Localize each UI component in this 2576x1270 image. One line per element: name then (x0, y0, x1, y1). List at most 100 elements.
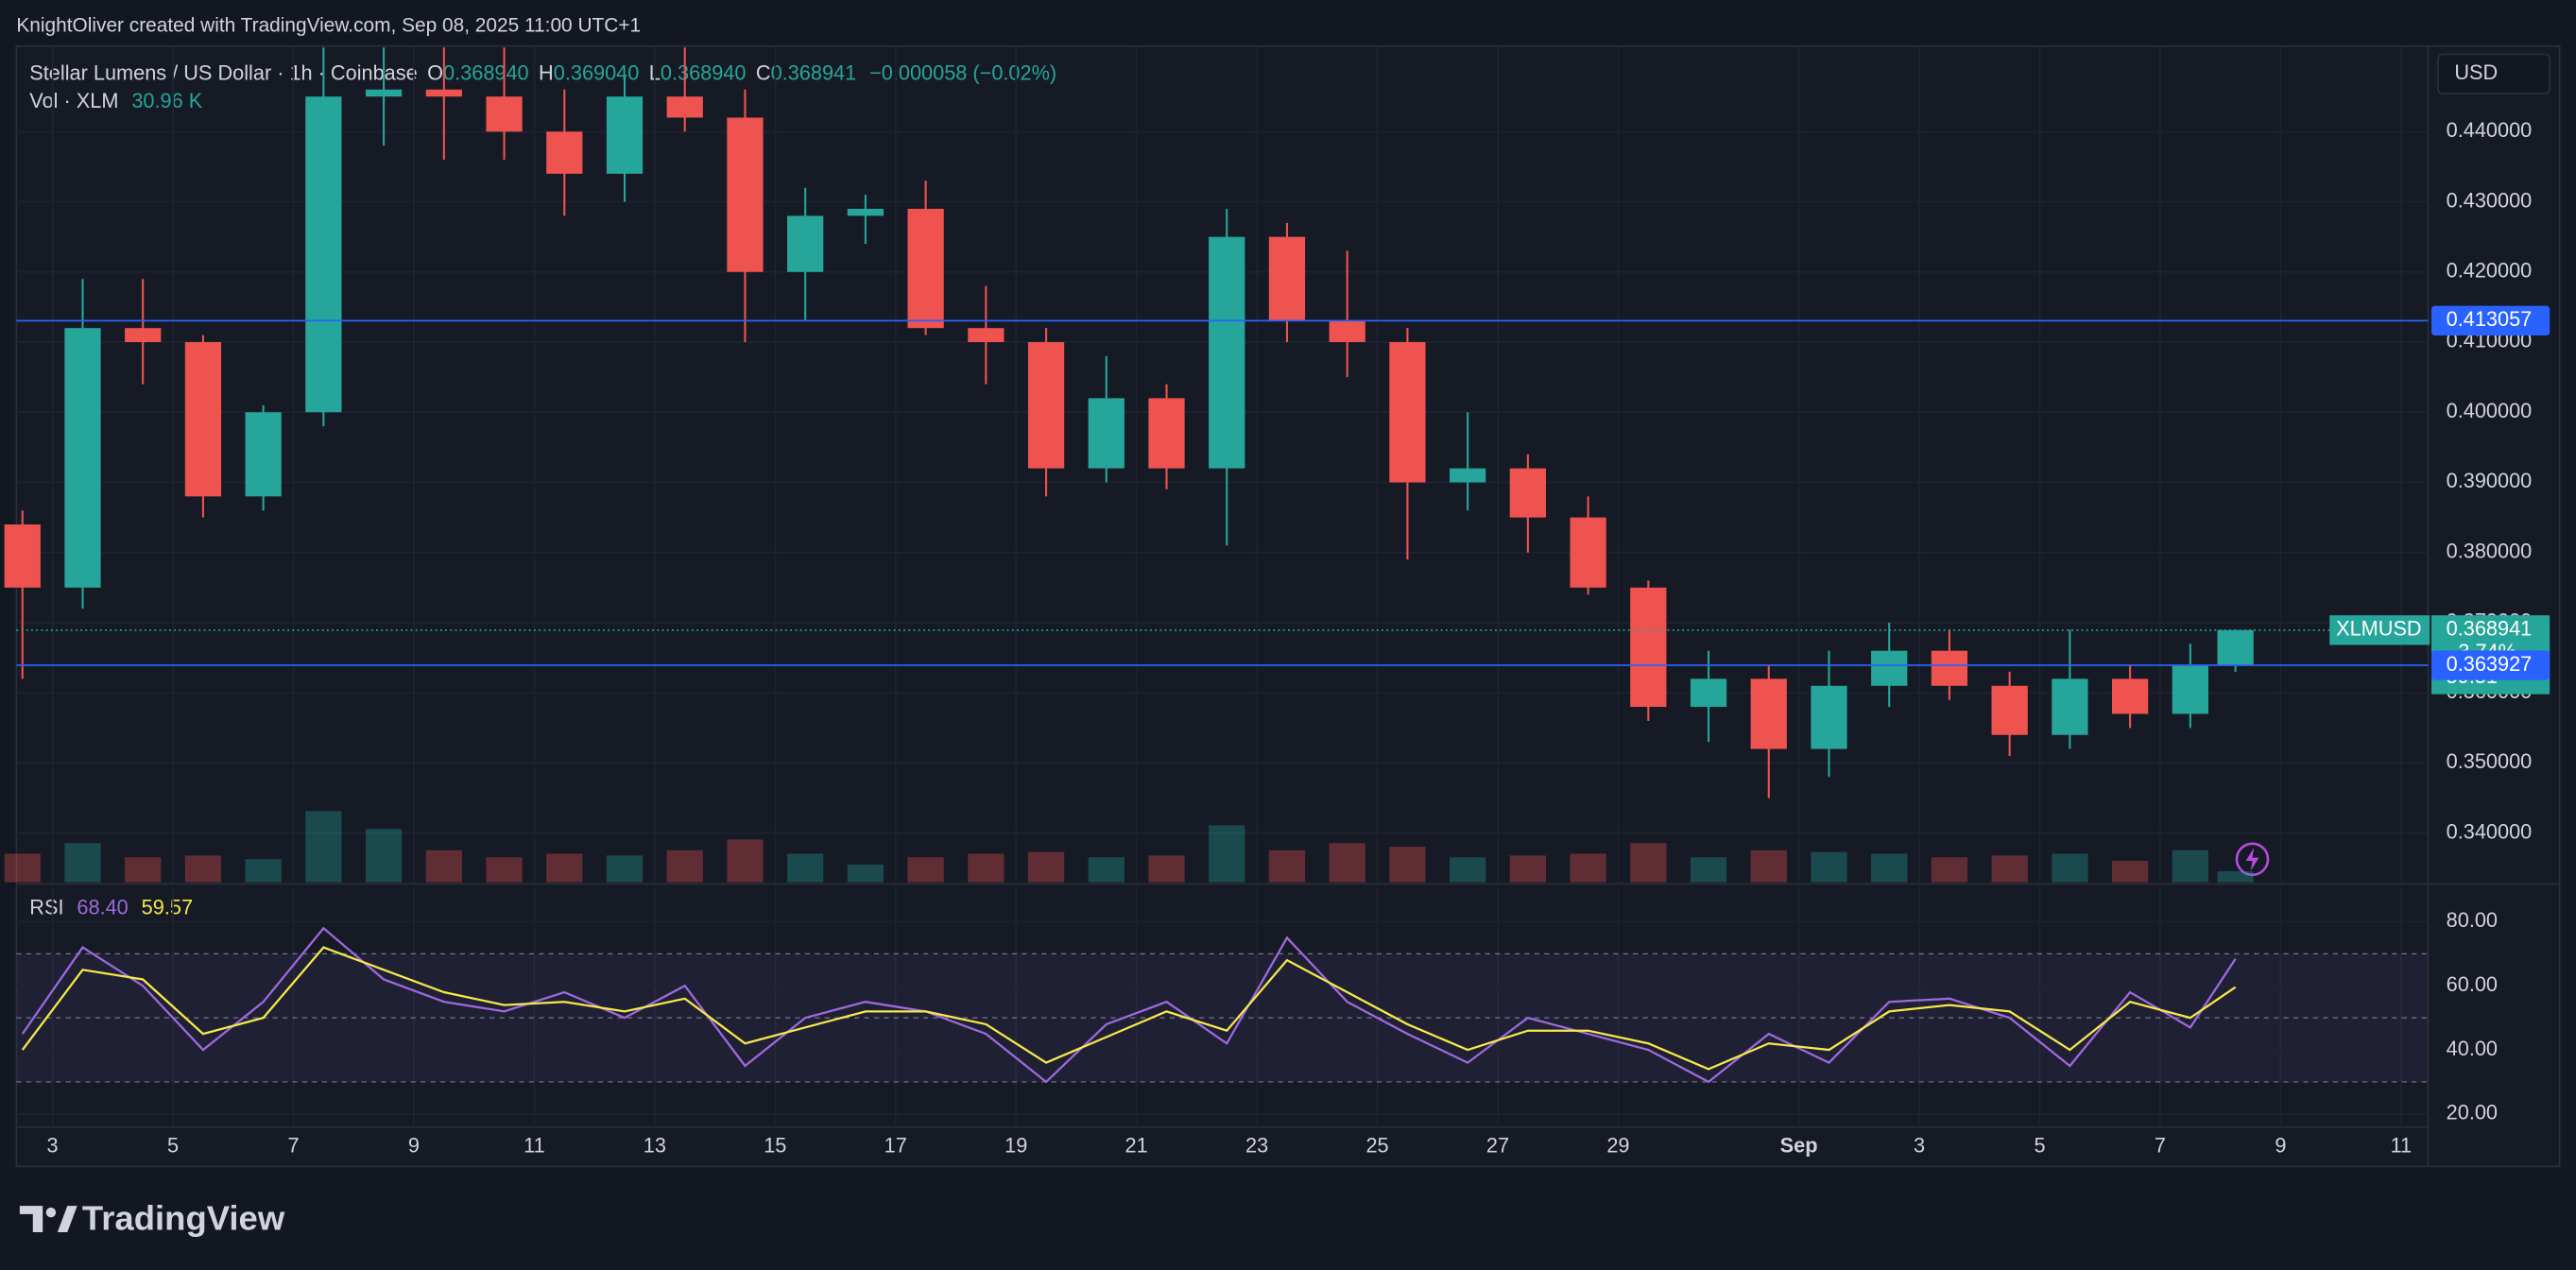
rsi-tick-label: 60.00 (2447, 972, 2498, 996)
candle-body (2217, 629, 2254, 665)
alert-bolt (2245, 848, 2259, 871)
hline-label-box (2431, 650, 2550, 680)
candle-body (606, 96, 644, 174)
x-tick-label: 23 (1245, 1133, 1268, 1157)
logo-slash (57, 1206, 77, 1232)
volume-bar (1690, 857, 1727, 883)
candle-body (1209, 236, 1245, 469)
volume-bar (2111, 861, 2149, 883)
candle-body (1268, 236, 1306, 321)
candle-body (1450, 468, 1486, 483)
currency-button[interactable] (2437, 53, 2551, 95)
volume-bar (365, 829, 403, 883)
x-tick-label: 11 (524, 1133, 545, 1157)
volume-bar (305, 811, 342, 883)
x-tick-label: 5 (2034, 1133, 2045, 1157)
candle-body (1931, 650, 1968, 686)
x-tick-label: 11 (2391, 1133, 2413, 1157)
candle-body (365, 89, 403, 97)
ohlc-label: H (539, 60, 554, 84)
volume-bar (1570, 853, 1606, 883)
volume-bar (1509, 855, 1546, 883)
x-tick-label: 9 (2275, 1133, 2286, 1157)
x-tick-label: 15 (764, 1133, 786, 1157)
volume-bar (1209, 825, 1245, 883)
ohlc-value: 0.368941 (771, 60, 857, 84)
logo-dot (45, 1207, 57, 1218)
candle-body (425, 89, 462, 97)
y-tick-label: 0.380000 (2447, 539, 2533, 562)
y-tick-label: 0.420000 (2447, 259, 2533, 283)
rsi-tick-label: 80.00 (2447, 908, 2498, 932)
currency[interactable]: USD (2454, 60, 2498, 84)
volume-readout: 30.96 K (131, 89, 202, 112)
rsi-line: RSI 68.40 59.57 (29, 895, 193, 918)
volume-bar (1027, 851, 1065, 883)
volume-bar (2217, 870, 2254, 883)
rsi-tick-label: 40.00 (2447, 1037, 2498, 1060)
candle-body (1570, 517, 1606, 588)
candle-body (1690, 678, 1727, 708)
y-tick-label: 0.390000 (2447, 469, 2533, 492)
change: −0.000058 (−0.02%) (869, 60, 1056, 84)
candle-body (1027, 342, 1065, 469)
x-tick-label: 13 (644, 1133, 666, 1157)
volume-bar (125, 857, 162, 883)
x-tick-label: 3 (47, 1133, 59, 1157)
candle-body (1148, 398, 1185, 469)
candle-body (1329, 320, 1365, 343)
ohlc-value: 0.368940 (661, 60, 747, 84)
volume-bar (1329, 843, 1365, 883)
price-label-value: 0.368941 (2447, 617, 2533, 641)
x-tick-label: 19 (1005, 1133, 1027, 1157)
ohlc-label: C (756, 60, 771, 84)
ohlc-value: 0.369040 (554, 60, 640, 84)
volume-bar (184, 855, 222, 883)
volume-line: Vol · XLM 30.96 K (29, 89, 202, 112)
rsi-line (21, 946, 2237, 1071)
volume-bar (1088, 857, 1125, 883)
volume-bar (666, 850, 703, 883)
candle-body (1750, 678, 1787, 749)
candle-body (305, 96, 342, 413)
volume-bar (1389, 846, 1426, 883)
volume-bar (727, 839, 764, 883)
candle-body (1630, 587, 1667, 708)
volume-bar (1811, 851, 1847, 883)
volume-bar (1450, 857, 1486, 883)
rsi-ma-readout: 59.57 (142, 895, 193, 918)
x-tick-label: Sep (1780, 1133, 1818, 1157)
alert-icon[interactable] (2235, 842, 2270, 877)
symbol-tag (2329, 615, 2430, 645)
y-tick-label: 0.440000 (2447, 118, 2533, 142)
rsi-readout: 68.40 (77, 895, 128, 918)
volume-bar (1630, 843, 1667, 883)
volume-bar (968, 853, 1005, 883)
candle-body (787, 215, 824, 272)
x-tick-label: 7 (287, 1133, 299, 1157)
candle-body (2052, 678, 2088, 735)
plot: 3 5 7 9 11 13 15 17 19 21 23 25 27 29 Sep 3 5 7 9 11 0.34000… (4, 45, 2550, 1157)
volume-bar (245, 859, 282, 883)
candle-body (546, 131, 583, 174)
ohlc-label: O (427, 60, 443, 84)
y-tick-label: 0.400000 (2447, 399, 2533, 422)
x-tick-label: 7 (2155, 1133, 2166, 1157)
volume-bar (847, 864, 884, 883)
x-tick-label: 27 (1486, 1133, 1509, 1157)
y-tick-label: 0.350000 (2447, 749, 2533, 773)
y-tick-label: 0.430000 (2447, 188, 2533, 212)
x-tick-label: 17 (884, 1133, 907, 1157)
x-tick-label: 29 (1606, 1133, 1629, 1157)
candle-body (847, 208, 884, 216)
volume-bar (486, 857, 523, 883)
volume-bar (2172, 850, 2208, 883)
x-tick-label: 5 (167, 1133, 179, 1157)
volume-bar (1931, 857, 1968, 883)
candle-body (2172, 664, 2208, 714)
volume-bar (907, 857, 944, 883)
candle-body (4, 524, 41, 588)
volume-bar (1148, 855, 1185, 883)
volume-bar (1991, 855, 2028, 883)
candle-body (245, 412, 282, 497)
